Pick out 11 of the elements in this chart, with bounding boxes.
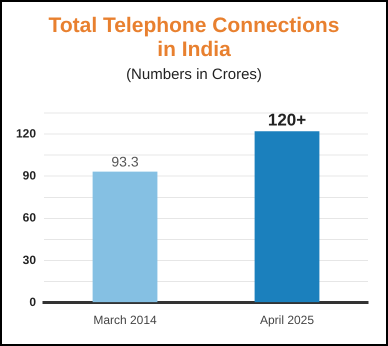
x-tick-label: April 2025	[260, 313, 314, 328]
y-tick-label: 30	[22, 252, 36, 267]
chart-title: Total Telephone Connections in India	[48, 14, 340, 62]
y-tick-label: 0	[29, 294, 36, 309]
x-tick-label: March 2014	[93, 313, 158, 328]
y-tick-label: 60	[22, 210, 36, 225]
y-tick-label: 90	[22, 168, 36, 183]
data-label: 120+	[268, 110, 306, 130]
chart-subtitle: (Numbers in Crores)	[125, 66, 263, 83]
y-tick-label: 120	[16, 126, 36, 140]
data-label: 93.3	[111, 153, 139, 170]
